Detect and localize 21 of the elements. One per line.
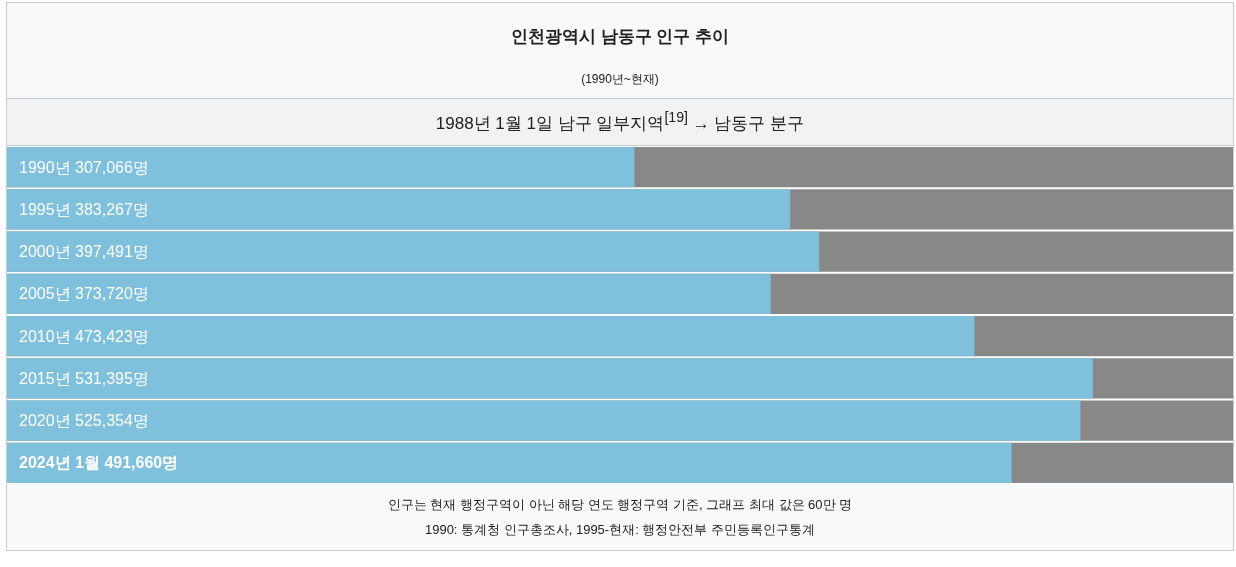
data-label: 373,720명 <box>75 284 149 302</box>
text: 인구는 현재 행정구역이 아닌 해당 연도 행정구역 기준, 그래프 최대 값은 60만 명 <box>386 495 854 514</box>
y-tick-label: 2010년 <box>19 327 71 345</box>
data-label: 307,066명 <box>75 158 149 176</box>
text: 1990: 통계청 인구총조사, 1995-현재: 행정안전부 주민등록인구통계 <box>423 520 817 539</box>
chart-title: 인천광역시 남동구 인구 추이 <box>509 26 731 48</box>
y-tick-label: 1995년 <box>19 200 71 218</box>
y-tick-label: 2024년 1월 <box>19 453 100 471</box>
data-label: 531,395명 <box>75 369 149 387</box>
data-label: 525,354명 <box>75 411 149 429</box>
y-tick-label: 2020년 <box>19 411 71 429</box>
data-label: 383,267명 <box>75 200 149 218</box>
chart-subtitle: (1990년~현재) <box>580 71 660 88</box>
data-label: 491,660명 <box>104 453 179 471</box>
data-label: 473,423명 <box>75 327 149 345</box>
y-tick-label: 2005년 <box>19 284 71 302</box>
data-label: 397,491명 <box>75 242 149 260</box>
y-tick-label: 2015년 <box>19 369 71 387</box>
y-tick-label: 2000년 <box>19 242 71 260</box>
y-tick-label: 1990년 <box>19 158 71 176</box>
text: 1988년 1월 1일 남구 일부지역$^{[19]}$ → 남동구 분구 <box>7 99 1233 146</box>
